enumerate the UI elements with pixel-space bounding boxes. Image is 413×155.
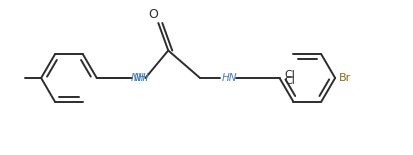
Text: Cl: Cl [283, 76, 294, 86]
Text: Br: Br [338, 73, 351, 83]
Text: HN: HN [221, 73, 237, 83]
Text: Cl: Cl [283, 70, 294, 80]
Text: NH: NH [130, 73, 146, 83]
Text: NH: NH [133, 73, 149, 83]
Text: O: O [148, 8, 158, 21]
